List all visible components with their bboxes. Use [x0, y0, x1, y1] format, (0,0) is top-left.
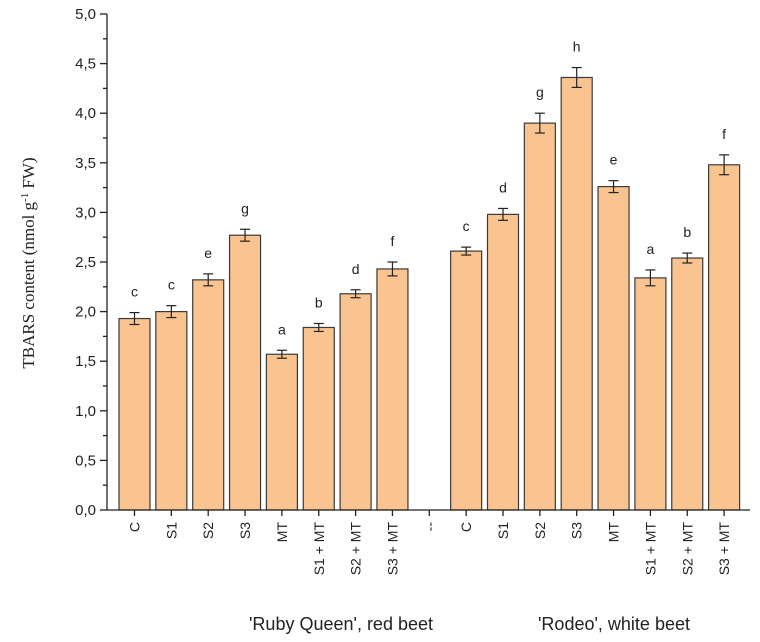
y-tick-label: 4,0	[75, 105, 96, 122]
x-category-labels: C S1 S2 S3 MT S1 + MT S2 + MT S3 + MT -- C S1 S2 S3 M…	[127, 510, 732, 576]
group-label-ruby-queen: 'Ruby Queen', red beet	[249, 614, 433, 634]
y-tick-label: 2,5	[75, 254, 96, 271]
y-tick-label: 4,5	[75, 56, 96, 73]
bar	[265, 353, 298, 511]
bar	[118, 317, 151, 511]
y-axis-label: TBARS content (nmol g-1 FW)	[19, 157, 38, 368]
bar	[450, 250, 483, 511]
bar	[339, 293, 372, 511]
x-category-label: S3	[569, 522, 585, 539]
significance-letter: a	[278, 321, 286, 337]
y-tick-label: 0,5	[75, 452, 96, 469]
x-category-label: S3	[237, 522, 253, 539]
bar	[597, 186, 630, 511]
significance-letter: c	[463, 218, 470, 234]
x-category-label: C	[458, 522, 474, 532]
bar	[486, 213, 520, 511]
x-category-label: S2	[200, 522, 216, 539]
bar	[523, 122, 556, 511]
x-category-label: S2	[532, 522, 548, 539]
bar	[671, 257, 704, 511]
bar	[560, 76, 593, 511]
x-category-label: S1 + MT	[311, 522, 327, 576]
group-label-rodeo: 'Rodeo', white beet	[538, 614, 690, 634]
y-tick-label: 3,5	[75, 155, 96, 172]
x-category-label: S3 + MT	[384, 522, 400, 576]
bar	[376, 268, 409, 511]
bar	[155, 311, 188, 511]
x-category-label: C	[127, 522, 143, 532]
x-category-label: S2 + MT	[679, 522, 695, 576]
significance-letter: b	[683, 224, 691, 240]
x-category-label: MT	[274, 522, 290, 543]
significance-letter: c	[131, 284, 138, 300]
significance-letter: a	[647, 241, 655, 257]
bar	[707, 164, 741, 511]
y-tick-label: 1,5	[75, 353, 96, 370]
x-category-label: S1	[495, 522, 511, 539]
x-category-label: MT	[606, 522, 622, 543]
x-category-label: S3 + MT	[716, 522, 732, 576]
bar	[192, 279, 225, 511]
significance-letter: b	[315, 295, 323, 311]
x-category-label: --	[421, 522, 437, 532]
bars-layer: c c e g a b d f c d g h e a b f	[118, 39, 741, 511]
significance-letter: d	[352, 261, 360, 277]
bar	[302, 326, 335, 511]
significance-letter: g	[536, 84, 544, 100]
significance-letter: f	[391, 233, 395, 249]
y-ticks: 0,0 0,5 1,0 1,5 2,0 2,5 3,0 3,5 4,0 4,5 5,0	[75, 6, 107, 519]
y-tick-label: 1,0	[75, 403, 96, 420]
x-category-label: S1 + MT	[642, 522, 658, 576]
bar	[634, 277, 667, 511]
significance-letter: g	[241, 200, 249, 216]
y-tick-label: 0,0	[75, 502, 96, 519]
significance-letter: e	[204, 245, 212, 261]
y-tick-label: 3,0	[75, 204, 96, 221]
significance-letter: f	[722, 126, 726, 142]
x-category-label: S1	[163, 522, 179, 539]
y-tick-label: 2,0	[75, 304, 96, 321]
bar	[228, 234, 262, 511]
significance-letter: e	[610, 152, 618, 168]
significance-letter: c	[168, 277, 175, 293]
significance-letter: d	[499, 179, 507, 195]
y-tick-label: 5,0	[75, 6, 96, 23]
significance-letter: h	[573, 39, 581, 55]
x-category-label: S2 + MT	[348, 522, 364, 576]
